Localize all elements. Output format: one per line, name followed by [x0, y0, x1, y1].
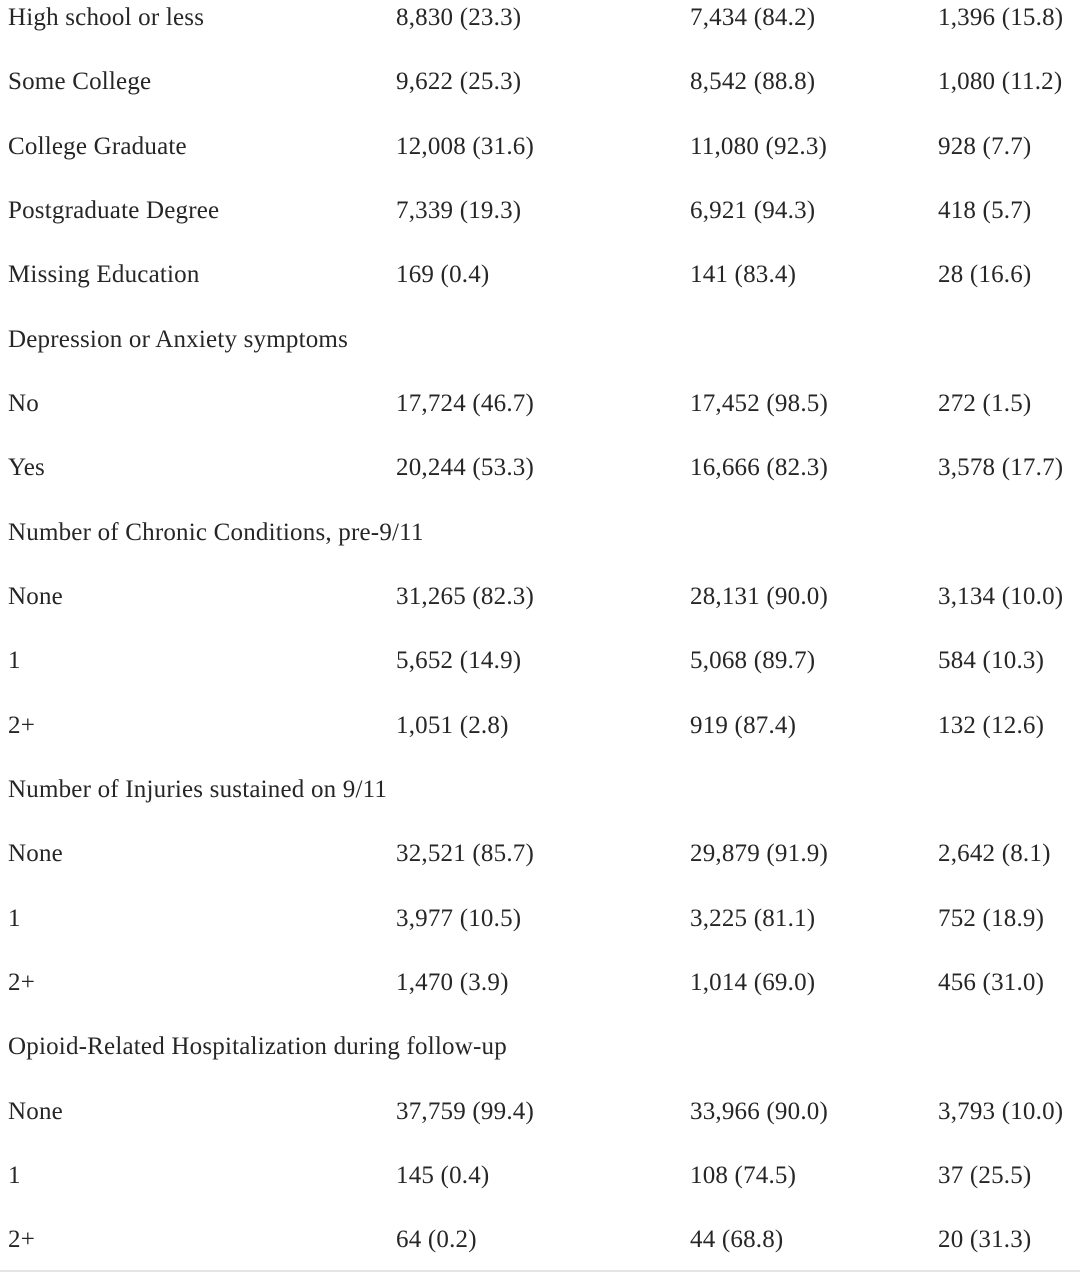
row-label: Some College — [8, 68, 152, 96]
cell-total-n-pct: 7,339 (19.3) — [396, 196, 522, 224]
row-label: None — [8, 840, 63, 868]
cell-group2-n-pct: 3,134 (10.0) — [938, 582, 1064, 610]
cell-group1-n-pct: 8,542 (88.8) — [690, 68, 816, 96]
row-label: 1 — [8, 647, 21, 675]
table-row: Yes 20,244 (53.3) 16,666 (82.3) 3,578 (1… — [0, 450, 1080, 514]
cell-group1-n-pct: 108 (74.5) — [690, 1161, 797, 1189]
table-row: Some College 9,622 (25.3) 8,542 (88.8) 1… — [0, 64, 1080, 128]
cell-group2-n-pct: 584 (10.3) — [938, 647, 1045, 675]
cell-total-n-pct: 145 (0.4) — [396, 1161, 490, 1189]
row-label: None — [8, 582, 63, 610]
cell-group2-n-pct: 1,080 (11.2) — [938, 68, 1063, 96]
table-row: High school or less 8,830 (23.3) 7,434 (… — [0, 0, 1080, 64]
section-header-label: Number of Chronic Conditions, pre-9/11 — [8, 518, 424, 546]
cell-group2-n-pct: 2,642 (8.1) — [938, 840, 1051, 868]
cell-group2-n-pct: 3,793 (10.0) — [938, 1097, 1064, 1125]
table-row: No 17,724 (46.7) 17,452 (98.5) 272 (1.5) — [0, 386, 1080, 450]
cell-group2-n-pct: 418 (5.7) — [938, 196, 1032, 224]
cell-group1-n-pct: 44 (68.8) — [690, 1226, 784, 1254]
table-row: None 37,759 (99.4) 33,966 (90.0) 3,793 (… — [0, 1094, 1080, 1158]
cell-group2-n-pct: 752 (18.9) — [938, 904, 1045, 932]
cell-group1-n-pct: 17,452 (98.5) — [690, 389, 829, 417]
row-label: College Graduate — [8, 132, 187, 160]
cell-group1-n-pct: 3,225 (81.1) — [690, 904, 816, 932]
cell-total-n-pct: 37,759 (99.4) — [396, 1097, 535, 1125]
cell-total-n-pct: 1,051 (2.8) — [396, 711, 509, 739]
row-label: 2+ — [8, 711, 35, 739]
table-section-row: Opioid-Related Hospitalization during fo… — [0, 1029, 1080, 1093]
cell-total-n-pct: 64 (0.2) — [396, 1226, 477, 1254]
cell-group1-n-pct: 28,131 (90.0) — [690, 582, 829, 610]
table-row: 1 5,652 (14.9) 5,068 (89.7) 584 (10.3) — [0, 643, 1080, 707]
row-label: 2+ — [8, 968, 35, 996]
table-row: None 31,265 (82.3) 28,131 (90.0) 3,134 (… — [0, 579, 1080, 643]
cell-total-n-pct: 3,977 (10.5) — [396, 904, 522, 932]
cell-total-n-pct: 12,008 (31.6) — [396, 132, 535, 160]
cell-group2-n-pct: 37 (25.5) — [938, 1161, 1032, 1189]
row-label: Missing Education — [8, 261, 200, 289]
cell-group1-n-pct: 33,966 (90.0) — [690, 1097, 829, 1125]
row-label: No — [8, 389, 39, 417]
cell-total-n-pct: 169 (0.4) — [396, 261, 490, 289]
row-label: Yes — [8, 454, 45, 482]
row-label: None — [8, 1097, 63, 1125]
cell-group1-n-pct: 7,434 (84.2) — [690, 4, 816, 31]
cell-total-n-pct: 9,622 (25.3) — [396, 68, 522, 96]
row-label: High school or less — [8, 4, 205, 31]
table-section-row: Number of Chronic Conditions, pre-9/11 — [0, 515, 1080, 579]
cell-group1-n-pct: 919 (87.4) — [690, 711, 797, 739]
table-row: College Graduate 12,008 (31.6) 11,080 (9… — [0, 129, 1080, 193]
section-header-label: Opioid-Related Hospitalization during fo… — [8, 1033, 507, 1061]
section-header-label: Number of Injuries sustained on 9/11 — [8, 775, 388, 803]
table-bottom-rule — [0, 1270, 1080, 1272]
cell-total-n-pct: 8,830 (23.3) — [396, 4, 522, 31]
cell-group2-n-pct: 272 (1.5) — [938, 389, 1032, 417]
cell-group1-n-pct: 6,921 (94.3) — [690, 196, 816, 224]
cell-group1-n-pct: 5,068 (89.7) — [690, 647, 816, 675]
table-row: None 32,521 (85.7) 29,879 (91.9) 2,642 (… — [0, 836, 1080, 900]
cell-group2-n-pct: 132 (12.6) — [938, 711, 1045, 739]
table-row: 2+ 64 (0.2) 44 (68.8) 20 (31.3) — [0, 1222, 1080, 1277]
table-section-row: Depression or Anxiety symptoms — [0, 322, 1080, 386]
section-header-label: Depression or Anxiety symptoms — [8, 325, 349, 353]
cell-total-n-pct: 5,652 (14.9) — [396, 647, 522, 675]
cell-group1-n-pct: 16,666 (82.3) — [690, 454, 829, 482]
table-row: 1 3,977 (10.5) 3,225 (81.1) 752 (18.9) — [0, 901, 1080, 965]
cell-group1-n-pct: 11,080 (92.3) — [690, 132, 828, 160]
table-row: 2+ 1,051 (2.8) 919 (87.4) 132 (12.6) — [0, 708, 1080, 772]
table-row: 1 145 (0.4) 108 (74.5) 37 (25.5) — [0, 1158, 1080, 1222]
table-section-row: Number of Injuries sustained on 9/11 — [0, 772, 1080, 836]
cell-group1-n-pct: 29,879 (91.9) — [690, 840, 829, 868]
cell-group2-n-pct: 928 (7.7) — [938, 132, 1032, 160]
cell-group2-n-pct: 1,396 (15.8) — [938, 4, 1064, 31]
cell-group1-n-pct: 1,014 (69.0) — [690, 968, 816, 996]
row-label: 1 — [8, 1161, 21, 1189]
cell-total-n-pct: 17,724 (46.7) — [396, 389, 535, 417]
row-label: 1 — [8, 904, 21, 932]
cell-group1-n-pct: 141 (83.4) — [690, 261, 797, 289]
cell-group2-n-pct: 28 (16.6) — [938, 261, 1032, 289]
row-label: Postgraduate Degree — [8, 196, 220, 224]
cell-total-n-pct: 31,265 (82.3) — [396, 582, 535, 610]
cell-total-n-pct: 32,521 (85.7) — [396, 840, 535, 868]
table-row: 2+ 1,470 (3.9) 1,014 (69.0) 456 (31.0) — [0, 965, 1080, 1029]
cell-total-n-pct: 20,244 (53.3) — [396, 454, 535, 482]
cell-group2-n-pct: 20 (31.3) — [938, 1226, 1032, 1254]
row-label: 2+ — [8, 1226, 35, 1254]
cell-group2-n-pct: 3,578 (17.7) — [938, 454, 1064, 482]
cell-total-n-pct: 1,470 (3.9) — [396, 968, 509, 996]
cell-group2-n-pct: 456 (31.0) — [938, 968, 1045, 996]
table-row: Missing Education 169 (0.4) 141 (83.4) 2… — [0, 257, 1080, 321]
table-row: Postgraduate Degree 7,339 (19.3) 6,921 (… — [0, 193, 1080, 257]
